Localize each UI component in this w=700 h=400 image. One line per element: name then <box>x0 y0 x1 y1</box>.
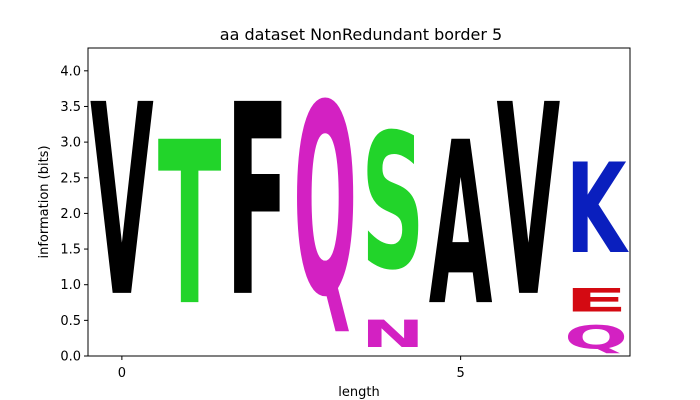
logo-letter-a: A <box>429 94 493 356</box>
logo-letter-e: E <box>564 282 628 319</box>
y-tick-label: 1.5 <box>60 243 81 258</box>
logo-letter-v: V <box>90 49 154 355</box>
logo-letter-q: Q <box>564 319 628 356</box>
y-tick-label: 3.5 <box>60 100 81 115</box>
logo-letter-v: V <box>497 49 561 355</box>
x-tick-label: 0 <box>118 366 126 381</box>
logo-letter-k: K <box>566 136 629 282</box>
y-tick-label: 2.0 <box>60 207 81 222</box>
y-tick-label: 2.5 <box>60 171 81 186</box>
logo-letter-s: S <box>361 96 425 312</box>
logo-letter-n: N <box>361 312 425 356</box>
logo-letter-t: T <box>158 95 222 356</box>
x-axis-label: length <box>338 385 379 400</box>
chart-title: aa dataset NonRedundant border 5 <box>220 25 502 44</box>
y-axis-label: information (bits) <box>37 145 52 258</box>
x-tick-label: 5 <box>456 366 464 381</box>
y-tick-label: 0.0 <box>60 350 81 365</box>
y-tick-label: 4.0 <box>60 64 81 79</box>
plot-frame <box>87 47 631 357</box>
logo-letters: V T F Q NS A V QEK <box>90 48 629 356</box>
y-axis: 0.0 0.5 1.0 1.5 2.0 2.5 3.0 3.5 4.0 <box>60 64 88 365</box>
logo-letter-f: F <box>226 49 290 356</box>
y-tick-label: 3.0 <box>60 136 81 151</box>
y-tick-label: 0.5 <box>60 314 81 329</box>
logo-letter-q: Q <box>293 48 357 355</box>
y-tick-label: 1.0 <box>60 278 81 293</box>
